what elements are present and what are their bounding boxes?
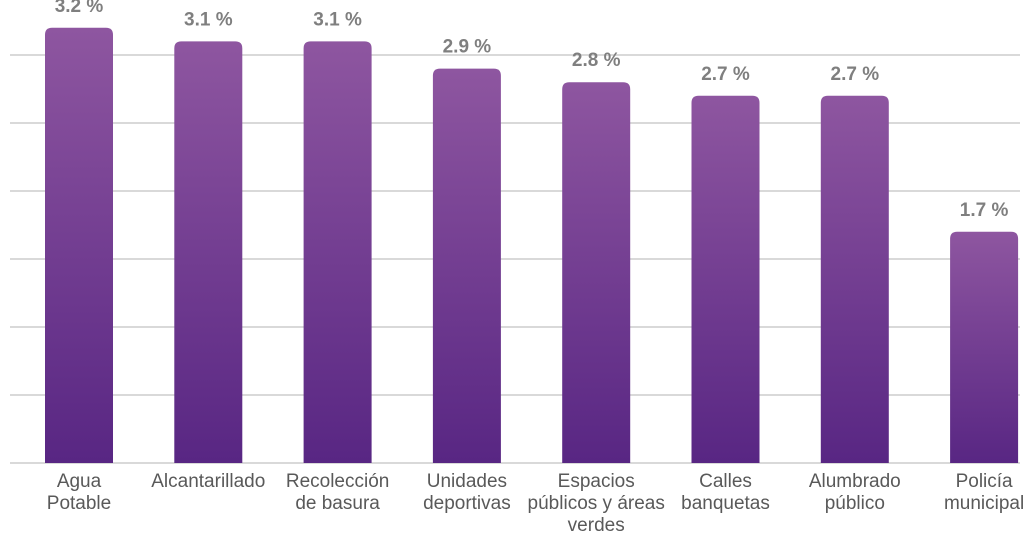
- category-label: Calles banquetas: [681, 471, 770, 514]
- bar: [820, 95, 889, 464]
- value-label: 1.7 %: [960, 200, 1009, 221]
- value-label: 3.2 %: [55, 0, 104, 17]
- bar: [562, 82, 631, 463]
- bar: [691, 95, 760, 464]
- category-label: Espacios públicos y áreas verdes: [528, 471, 665, 536]
- category-label: Alcantarillado: [151, 471, 265, 492]
- category-labels: Agua Potable Alcantarillado Recolección de b…: [47, 471, 1024, 536]
- bar: [432, 68, 501, 463]
- bar: [174, 41, 243, 464]
- category-label: Unidades deportivas: [423, 471, 511, 514]
- value-label: 2.9 %: [443, 37, 492, 58]
- value-label: 2.7 %: [831, 64, 880, 85]
- value-label: 2.7 %: [701, 64, 750, 85]
- value-label: 3.1 %: [313, 9, 362, 30]
- category-label: Recolección de basura: [286, 471, 390, 514]
- bars: [45, 27, 1019, 464]
- value-label: 3.1 %: [184, 9, 233, 30]
- category-label: Alumbrado público: [809, 471, 901, 514]
- value-label: 2.8 %: [572, 50, 621, 71]
- category-label: Policía municipal: [944, 471, 1024, 514]
- bar: [303, 41, 372, 464]
- category-label: Agua Potable: [47, 471, 111, 514]
- bar: [950, 231, 1019, 463]
- value-labels: 3.2 % 3.1 % 3.1 % 2.9 % 2.8 % 2.7 % 2.7 % 1.7 %: [55, 0, 1009, 221]
- bar: [45, 27, 113, 464]
